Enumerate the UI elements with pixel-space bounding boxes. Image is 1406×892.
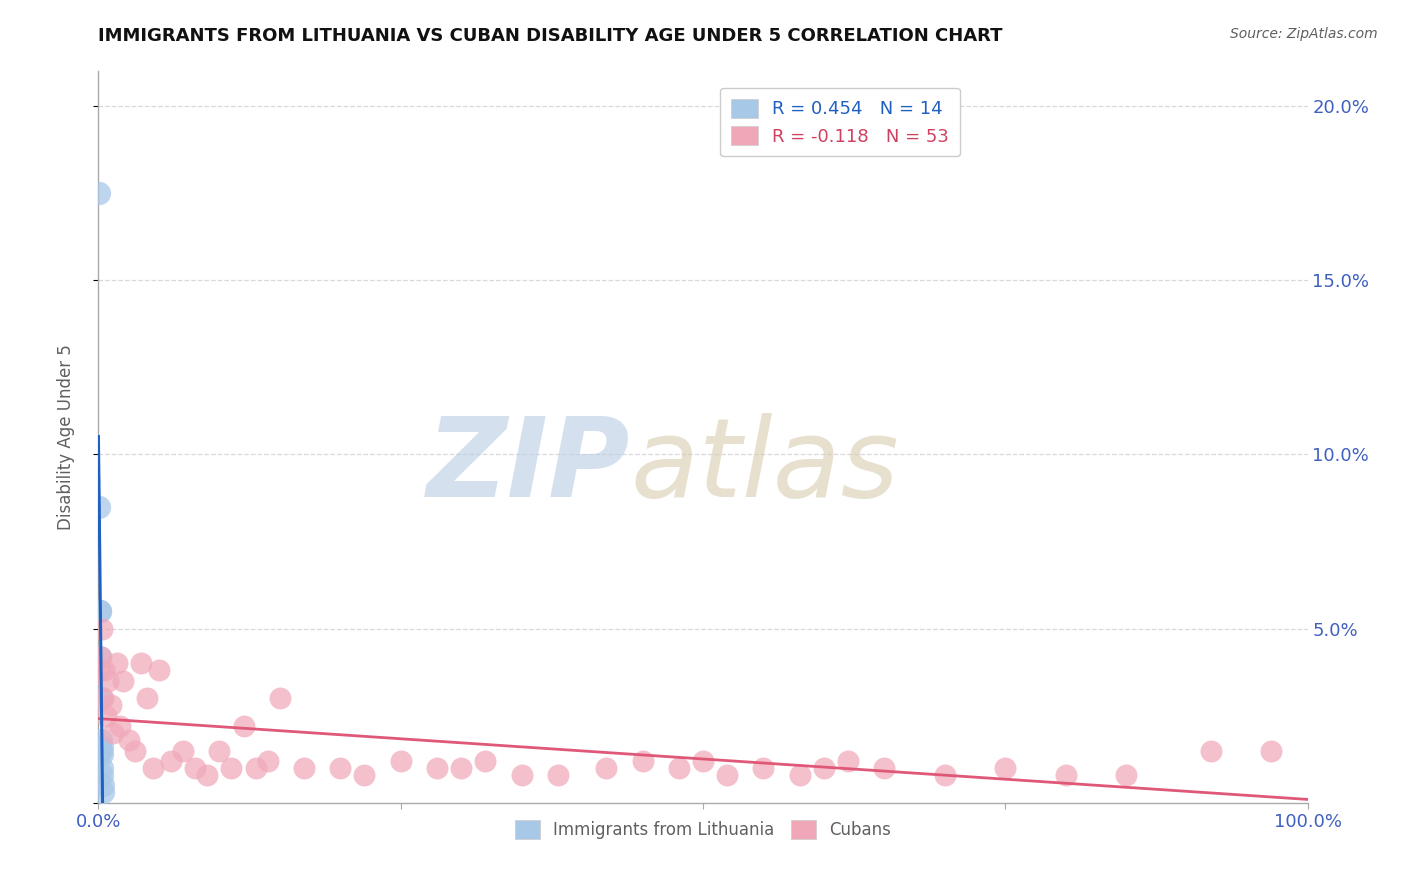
Point [934,768,956,782]
Point [89,664,111,678]
Point [91,740,114,755]
Point [668,761,690,775]
Point [91,691,114,706]
Point [124,743,146,757]
Point [108,719,131,733]
Point [160,754,183,768]
Point [510,768,533,782]
Point [195,768,218,782]
Point [118,733,141,747]
Point [135,691,157,706]
Point [789,768,811,782]
Point [1199,743,1222,757]
Point [142,761,165,775]
Point [474,754,496,768]
Point [813,761,835,775]
Point [329,761,352,775]
Point [245,761,267,775]
Point [232,719,254,733]
Point [91,778,114,792]
Point [129,657,152,671]
Point [256,754,278,768]
Point [208,743,231,757]
Point [353,768,375,782]
Point [111,673,134,688]
Y-axis label: Disability Age Under 5: Disability Age Under 5 [56,344,75,530]
Point [172,743,194,757]
Point [292,761,315,775]
Point [97,673,120,688]
Point [90,733,112,747]
Point [105,657,128,671]
Point [100,698,122,713]
Point [716,768,738,782]
Point [90,743,112,757]
Point [450,761,472,775]
Point [595,761,617,775]
Point [91,622,114,636]
Point [547,768,569,782]
Text: atlas: atlas [630,413,898,520]
Point [631,754,654,768]
Point [91,747,114,761]
Point [101,726,124,740]
Point [752,761,775,775]
Point [91,768,114,782]
Point [87,186,110,201]
Text: IMMIGRANTS FROM LITHUANIA VS CUBAN DISABILITY AGE UNDER 5 CORRELATION CHART: IMMIGRANTS FROM LITHUANIA VS CUBAN DISAB… [98,27,1002,45]
Point [89,604,111,618]
Point [837,754,859,768]
Point [221,761,243,775]
Point [426,761,449,775]
Point [89,500,111,514]
Point [148,664,170,678]
Point [1115,768,1137,782]
Text: ZIP: ZIP [427,413,630,520]
Point [1260,743,1282,757]
Point [89,649,111,664]
Legend: Immigrants from Lithuania, Cubans: Immigrants from Lithuania, Cubans [508,814,898,846]
Point [90,649,112,664]
Point [91,785,114,799]
Point [269,691,291,706]
Point [91,761,114,775]
Point [1054,768,1077,782]
Point [90,691,112,706]
Point [389,754,412,768]
Point [93,664,115,678]
Point [89,604,111,618]
Point [692,754,714,768]
Point [184,761,207,775]
Point [994,761,1017,775]
Text: Source: ZipAtlas.com: Source: ZipAtlas.com [1230,27,1378,41]
Point [94,708,117,723]
Point [873,761,896,775]
